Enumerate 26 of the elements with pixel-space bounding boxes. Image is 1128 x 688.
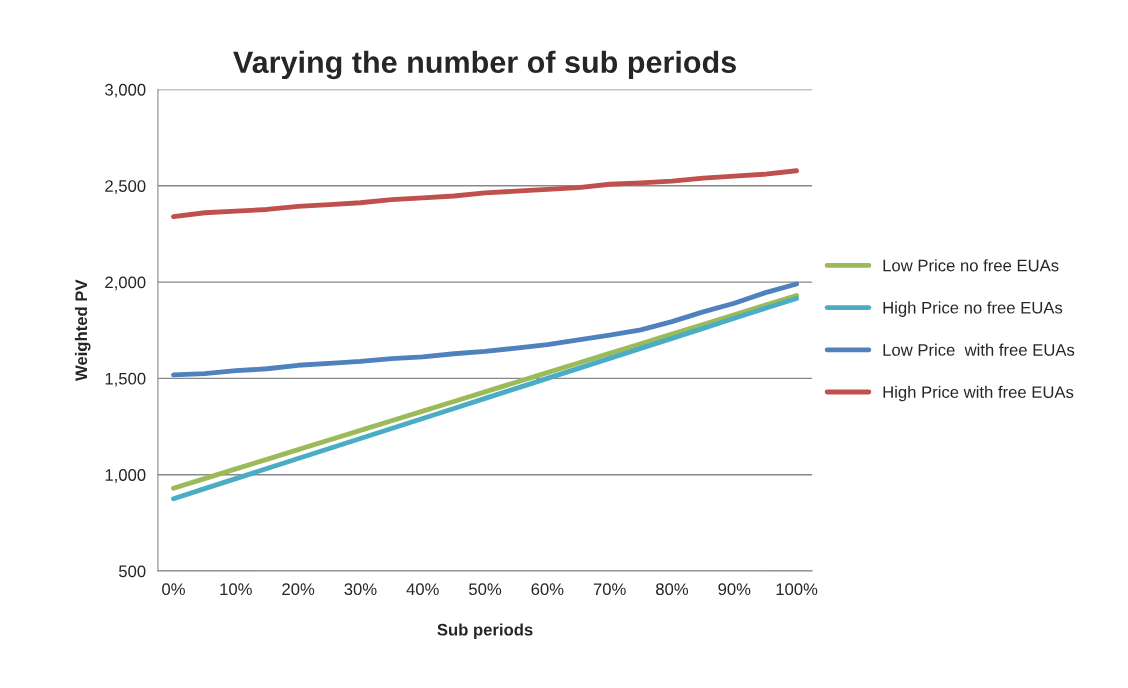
x-tick-label: 60% [531,583,564,596]
x-tick-label: 50% [469,583,502,596]
legend-label: High Price no free EUAs [883,301,1063,317]
y-axis-title: Weighted PV [74,279,91,381]
x-axis-title: Sub periods [437,623,533,639]
x-tick-label: 10% [220,583,252,596]
legend-label: Low Price with free EUAs [883,343,1075,356]
chart-title: Varying the number of sub periods [233,50,736,80]
y-tick-label: 3,000 [105,83,146,98]
y-tick-label: 1,500 [105,372,146,387]
y-tick-label: 2,000 [105,276,146,291]
x-tick-label: 0% [162,583,185,596]
y-tick-label: 500 [118,565,146,578]
x-tick-label: 90% [718,583,751,596]
x-tick-label: 70% [593,583,626,596]
x-tick-label: 20% [282,583,315,596]
line-series [171,168,800,220]
line-series [171,281,800,378]
y-tick-label: 1,000 [105,469,146,483]
x-tick-label: 100% [776,583,818,596]
x-tick-label: 30% [344,583,377,596]
legend-label: Low Price no free EUAs [883,259,1059,272]
x-tick-label: 80% [656,583,689,596]
x-tick-label: 40% [406,583,439,596]
y-tick-label: 2,500 [105,180,146,194]
legend-label: High Price with free EUAs [883,385,1074,402]
